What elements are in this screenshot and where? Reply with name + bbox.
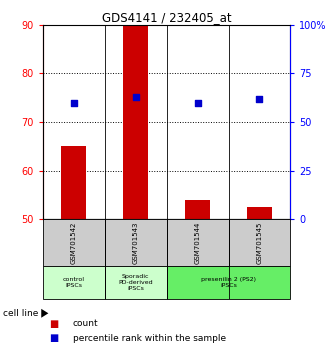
Text: presenilin 2 (PS2)
iPSCs: presenilin 2 (PS2) iPSCs xyxy=(201,277,256,288)
Text: GSM701542: GSM701542 xyxy=(71,221,77,264)
Bar xyxy=(105,219,167,266)
Bar xyxy=(167,219,228,266)
Text: ■: ■ xyxy=(50,319,59,329)
Point xyxy=(71,100,77,105)
Bar xyxy=(61,147,86,219)
Bar xyxy=(167,266,290,299)
Bar xyxy=(105,266,167,299)
Bar xyxy=(247,207,272,219)
Text: count: count xyxy=(73,319,98,329)
Point xyxy=(133,94,138,99)
Text: control
IPSCs: control IPSCs xyxy=(63,277,85,288)
Bar xyxy=(185,200,210,219)
Point xyxy=(257,96,262,102)
Bar xyxy=(123,25,148,219)
Bar xyxy=(228,219,290,266)
Text: GSM701543: GSM701543 xyxy=(133,221,139,264)
Text: GSM701544: GSM701544 xyxy=(195,221,201,264)
Point xyxy=(195,100,200,105)
Text: GSM701545: GSM701545 xyxy=(256,221,262,264)
Title: GDS4141 / 232405_at: GDS4141 / 232405_at xyxy=(102,11,231,24)
Text: ■: ■ xyxy=(50,333,59,343)
Bar xyxy=(43,219,105,266)
Text: Sporadic
PD-derived
iPSCs: Sporadic PD-derived iPSCs xyxy=(118,274,153,291)
Text: cell line: cell line xyxy=(3,309,39,318)
Text: percentile rank within the sample: percentile rank within the sample xyxy=(73,333,226,343)
Polygon shape xyxy=(41,309,49,318)
Bar xyxy=(43,266,105,299)
